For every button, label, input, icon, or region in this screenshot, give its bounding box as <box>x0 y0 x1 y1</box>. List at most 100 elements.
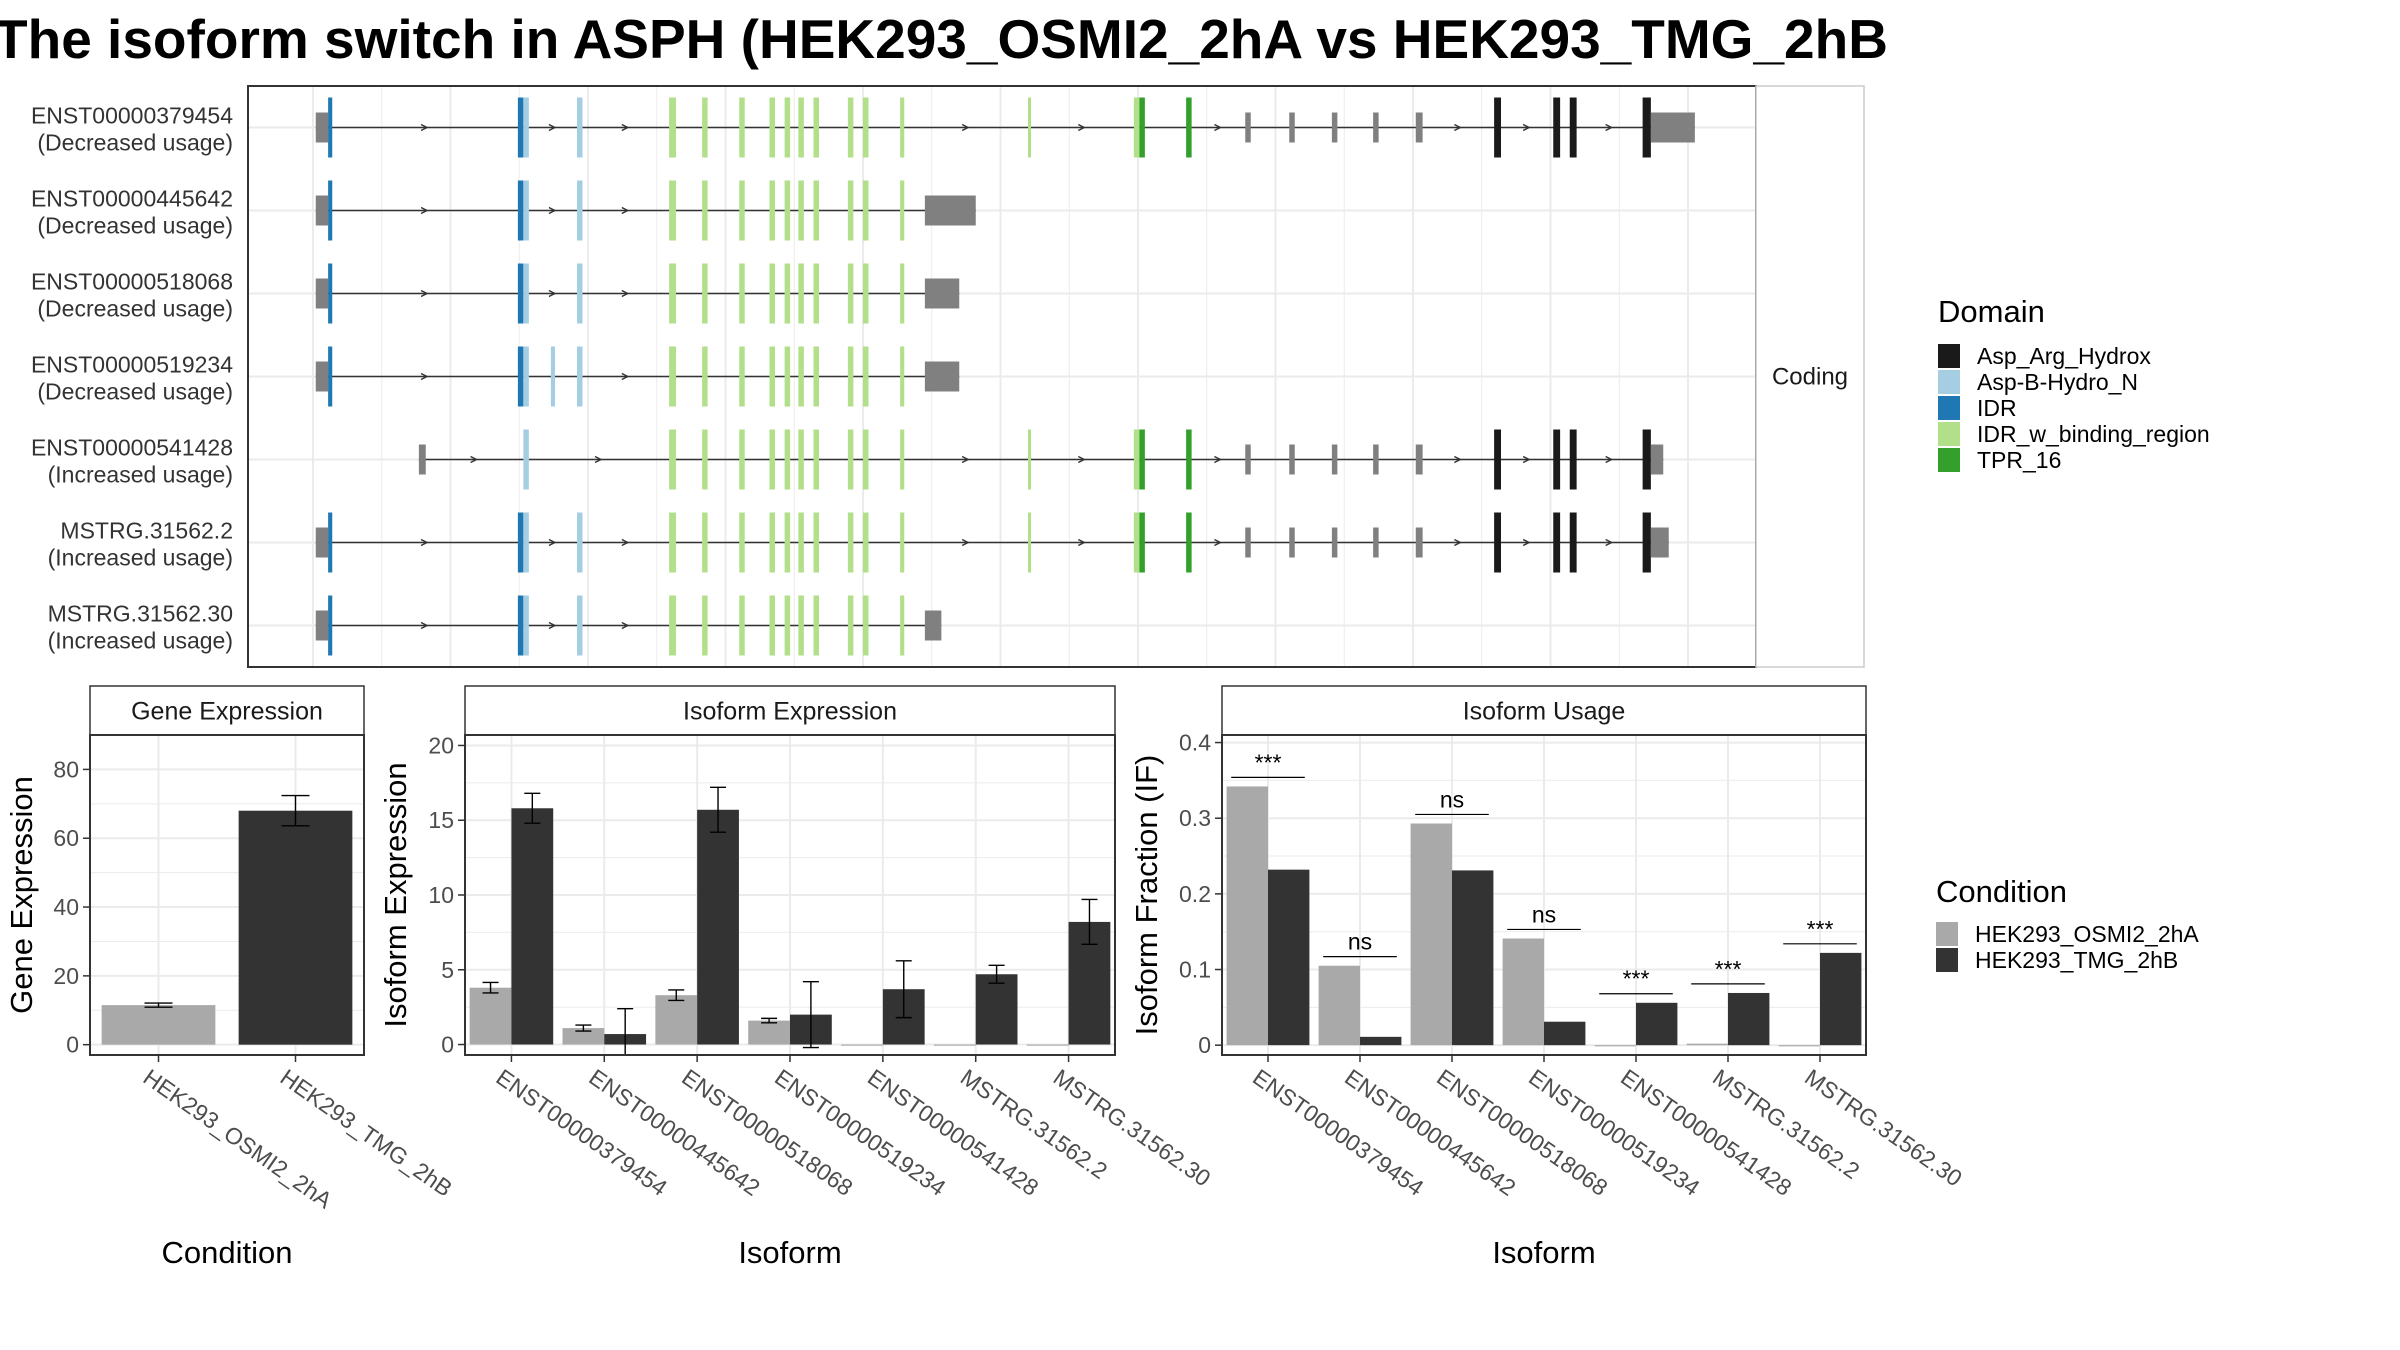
domain-exon-block <box>798 263 804 324</box>
x-axis-title: Condition <box>162 1235 293 1270</box>
noncoding-exon-block <box>315 195 329 226</box>
noncoding-exon-block <box>1373 444 1379 475</box>
domain-exon-block <box>1642 512 1651 573</box>
bar <box>1410 823 1452 1046</box>
y-axis-title: Isoform Fraction (IF) <box>1129 755 1164 1036</box>
bar <box>841 1044 883 1046</box>
domain-exon-block <box>739 180 745 241</box>
intron-direction-arrow <box>420 621 429 630</box>
bar <box>1544 1021 1586 1046</box>
domain-exon-block <box>863 346 869 407</box>
y-tick-label: 0 <box>1198 1032 1211 1058</box>
noncoding-exon-block <box>1245 527 1251 558</box>
domain-exon-block <box>328 512 333 573</box>
x-tick-label: ENST00000379454 <box>1248 1064 1429 1201</box>
domain-exon-block <box>769 595 775 656</box>
domain-legend-label: Asp-B-Hydro_N <box>1977 369 2138 395</box>
domain-exon-block <box>1133 512 1140 573</box>
domain-exon-block <box>863 595 869 656</box>
significance-label: ns <box>1348 929 1372 955</box>
panel-strip-title: Isoform Usage <box>1463 698 1626 726</box>
significance-label: *** <box>1255 749 1282 775</box>
noncoding-exon-block <box>315 610 329 641</box>
bar <box>1594 1045 1636 1047</box>
x-tick-label: ENST00000518068 <box>677 1064 857 1201</box>
domain-exon-block <box>863 263 869 324</box>
domain-exon-block <box>900 429 905 490</box>
domain-exon-block <box>847 595 854 656</box>
noncoding-exon-block <box>1650 444 1664 475</box>
coding-strip-label: Coding <box>1772 364 1848 391</box>
domain-exon-block <box>847 346 854 407</box>
domain-exon-block <box>813 595 819 656</box>
panel-strip <box>1221 685 1867 736</box>
intron-direction-arrow <box>470 455 479 464</box>
panel-strip <box>89 685 365 736</box>
transcript-structure-panel: ENST00000379454(Decreased usage)ENST0000… <box>31 85 1865 668</box>
domain-exon-block <box>550 346 555 407</box>
y-tick-label: 10 <box>428 882 454 908</box>
domain-exon-block <box>1186 97 1192 158</box>
domain-legend-swatch <box>1938 448 1960 472</box>
intron-direction-arrow <box>1214 455 1223 464</box>
transcript-usage-label: (Increased usage) <box>48 545 233 571</box>
domain-exon-block <box>577 346 583 407</box>
panel-strip-title: Gene Expression <box>131 698 323 726</box>
domain-exon-block <box>517 97 524 158</box>
domain-legend-label: IDR <box>1977 395 2017 421</box>
domain-exon-block <box>769 512 775 573</box>
x-tick-label: MSTRG.31562.30 <box>1800 1064 1967 1192</box>
x-tick-label: ENST00000445642 <box>584 1064 764 1201</box>
intron-direction-arrow <box>1077 123 1086 132</box>
bar <box>933 1044 976 1046</box>
intron-direction-arrow <box>548 123 557 132</box>
domain-exon-block <box>798 595 804 656</box>
noncoding-exon-block <box>1289 527 1295 558</box>
chart-title: The isoform switch in ASPH (HEK293_OSMI2… <box>0 8 1888 70</box>
domain-exon-block <box>863 180 869 241</box>
coding-strip <box>1755 85 1865 668</box>
domain-exon-block <box>1494 429 1501 490</box>
bar <box>1452 870 1494 1046</box>
y-axis-title: Gene Expression <box>4 776 39 1014</box>
bar <box>1820 952 1862 1046</box>
domain-exon-block <box>702 512 708 573</box>
condition-legend-swatch <box>1936 948 1958 972</box>
domain-exon-block <box>847 429 854 490</box>
domain-legend-title: Domain <box>1938 294 2045 329</box>
intron-direction-arrow <box>1077 538 1086 547</box>
intron-direction-arrow <box>548 538 557 547</box>
domain-exon-block <box>784 595 791 656</box>
bar <box>975 974 1018 1045</box>
y-tick-label: 80 <box>53 756 79 782</box>
domain-exon-block <box>784 429 791 490</box>
domain-exon-block <box>1569 429 1577 490</box>
domain-exon-block <box>577 263 583 324</box>
intron-direction-arrow <box>1522 455 1531 464</box>
domain-exon-block <box>702 429 708 490</box>
domain-exon-block <box>863 512 869 573</box>
domain-exon-block <box>1133 97 1140 158</box>
domain-legend-swatch <box>1938 344 1960 368</box>
domain-exon-block <box>1642 97 1651 158</box>
domain-exon-block <box>847 180 854 241</box>
noncoding-exon-block <box>1373 112 1379 143</box>
intron-direction-arrow <box>1077 455 1086 464</box>
intron-direction-arrow <box>1605 538 1614 547</box>
domain-exon-block <box>669 263 676 324</box>
transcript-usage-label: (Decreased usage) <box>37 130 233 156</box>
bar <box>562 1028 605 1045</box>
y-tick-label: 15 <box>428 807 454 833</box>
domain-exon-block <box>577 97 583 158</box>
intron-direction-arrow <box>420 206 429 215</box>
intron-direction-arrow <box>1522 123 1531 132</box>
domain-exon-block <box>517 263 524 324</box>
domain-exon-block <box>900 97 905 158</box>
intron-direction-arrow <box>420 372 429 381</box>
domain-exon-block <box>517 512 524 573</box>
domain-exon-block <box>900 512 905 573</box>
noncoding-exon-block <box>315 278 329 309</box>
transcript-usage-label: (Increased usage) <box>48 462 233 488</box>
domain-exon-block <box>769 97 775 158</box>
bar <box>511 808 554 1045</box>
